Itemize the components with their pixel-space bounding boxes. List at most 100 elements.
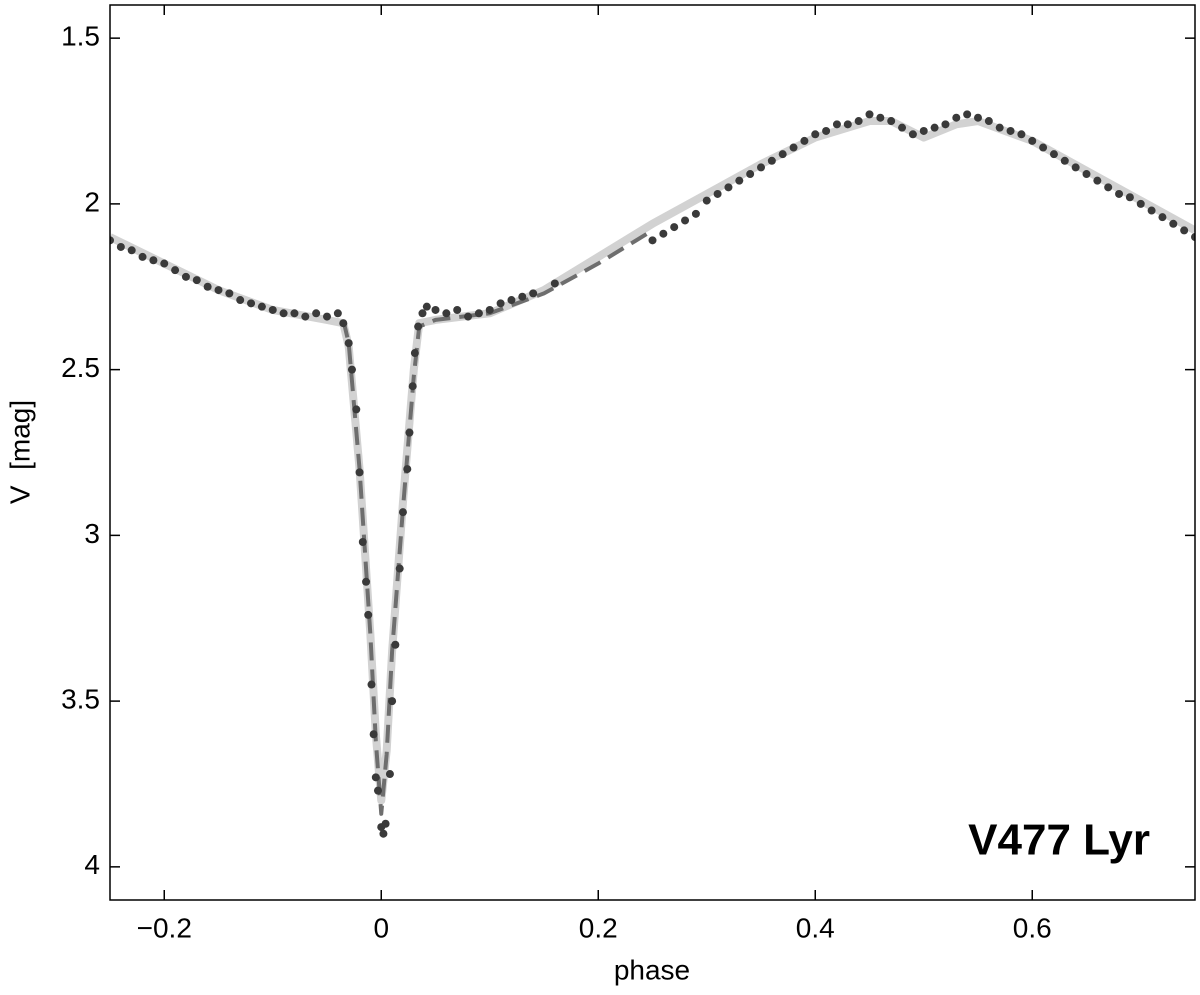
y-axis-label: V [mag] bbox=[4, 400, 35, 504]
data-point bbox=[236, 296, 245, 305]
data-point bbox=[843, 120, 852, 129]
data-point bbox=[822, 126, 831, 135]
data-point bbox=[257, 302, 266, 311]
data-point bbox=[757, 163, 765, 172]
data-point bbox=[1115, 189, 1124, 198]
data-point bbox=[1017, 130, 1026, 139]
x-axis-label: phase bbox=[614, 954, 690, 985]
data-point bbox=[405, 428, 414, 437]
data-point bbox=[1147, 206, 1156, 215]
data-point bbox=[398, 508, 407, 517]
data-point bbox=[358, 538, 367, 546]
data-point bbox=[344, 339, 353, 348]
data-point bbox=[138, 252, 147, 261]
data-point bbox=[995, 123, 1004, 132]
data-point bbox=[670, 223, 679, 232]
data-point bbox=[1136, 199, 1145, 208]
data-point bbox=[414, 322, 423, 331]
data-point bbox=[352, 405, 361, 414]
data-point bbox=[919, 126, 928, 135]
data-point bbox=[518, 292, 527, 301]
data-point bbox=[702, 196, 711, 205]
data-point bbox=[887, 117, 896, 126]
data-point bbox=[659, 229, 668, 238]
data-point bbox=[364, 610, 373, 619]
y-tick-label: 3 bbox=[84, 518, 100, 549]
data-point bbox=[403, 465, 412, 474]
data-point bbox=[681, 216, 690, 225]
data-point bbox=[800, 136, 809, 145]
data-point bbox=[362, 577, 371, 586]
data-point bbox=[898, 123, 907, 132]
data-point bbox=[1180, 226, 1189, 235]
data-point bbox=[422, 302, 431, 311]
data-point bbox=[395, 564, 404, 573]
y-tick-label: 2 bbox=[84, 186, 100, 217]
data-point bbox=[355, 468, 364, 477]
data-point bbox=[442, 309, 451, 318]
data-point bbox=[268, 305, 277, 314]
data-point bbox=[496, 299, 505, 308]
data-point bbox=[1158, 213, 1167, 222]
data-point bbox=[464, 312, 473, 321]
data-point bbox=[127, 246, 136, 255]
y-tick-label: 4 bbox=[84, 849, 100, 880]
data-point bbox=[1060, 156, 1069, 165]
model-line-dashed bbox=[341, 228, 654, 816]
data-point bbox=[408, 382, 417, 391]
data-point bbox=[1082, 170, 1091, 179]
data-point bbox=[485, 305, 494, 314]
data-point bbox=[941, 120, 950, 129]
data-point bbox=[369, 730, 378, 739]
data-point bbox=[691, 209, 700, 218]
data-point bbox=[984, 117, 993, 126]
data-point bbox=[385, 770, 394, 779]
data-point bbox=[225, 289, 234, 298]
data-point bbox=[1191, 233, 1195, 242]
data-point bbox=[323, 312, 331, 321]
data-point bbox=[474, 309, 483, 318]
model-line bbox=[110, 117, 1195, 805]
data-point bbox=[832, 120, 841, 129]
data-point bbox=[192, 276, 201, 285]
data-point bbox=[876, 113, 885, 122]
x-tick-label: 0.4 bbox=[796, 912, 835, 943]
data-point bbox=[301, 312, 310, 321]
data-point bbox=[1169, 219, 1178, 228]
data-point bbox=[431, 305, 440, 314]
data-point bbox=[214, 286, 223, 295]
data-point bbox=[865, 110, 874, 119]
x-tick-label: 0.6 bbox=[1013, 912, 1052, 943]
data-point bbox=[339, 319, 348, 328]
data-point bbox=[312, 309, 321, 318]
data-point bbox=[347, 365, 356, 374]
data-point bbox=[778, 150, 787, 159]
data-point bbox=[160, 259, 169, 268]
data-point bbox=[963, 110, 972, 119]
data-point bbox=[952, 113, 961, 122]
data-point bbox=[974, 113, 982, 122]
data-point bbox=[1125, 193, 1134, 202]
data-point bbox=[789, 143, 798, 152]
data-point bbox=[713, 189, 722, 198]
data-point bbox=[379, 829, 388, 838]
data-point bbox=[149, 256, 158, 265]
data-point bbox=[110, 236, 114, 245]
data-point bbox=[930, 123, 939, 132]
axes-frame bbox=[109, 4, 1196, 901]
data-point bbox=[381, 819, 390, 828]
data-point bbox=[418, 309, 427, 318]
plot-area bbox=[110, 110, 1195, 838]
data-point bbox=[1071, 163, 1080, 172]
data-point bbox=[648, 236, 657, 245]
data-point bbox=[453, 305, 462, 314]
data-point bbox=[811, 130, 820, 139]
y-tick-label: 1.5 bbox=[61, 21, 100, 52]
data-point bbox=[1104, 183, 1113, 192]
data-point bbox=[279, 309, 288, 318]
data-point bbox=[1093, 176, 1102, 185]
data-point bbox=[290, 309, 299, 318]
data-point bbox=[724, 183, 733, 192]
data-point bbox=[388, 697, 397, 706]
